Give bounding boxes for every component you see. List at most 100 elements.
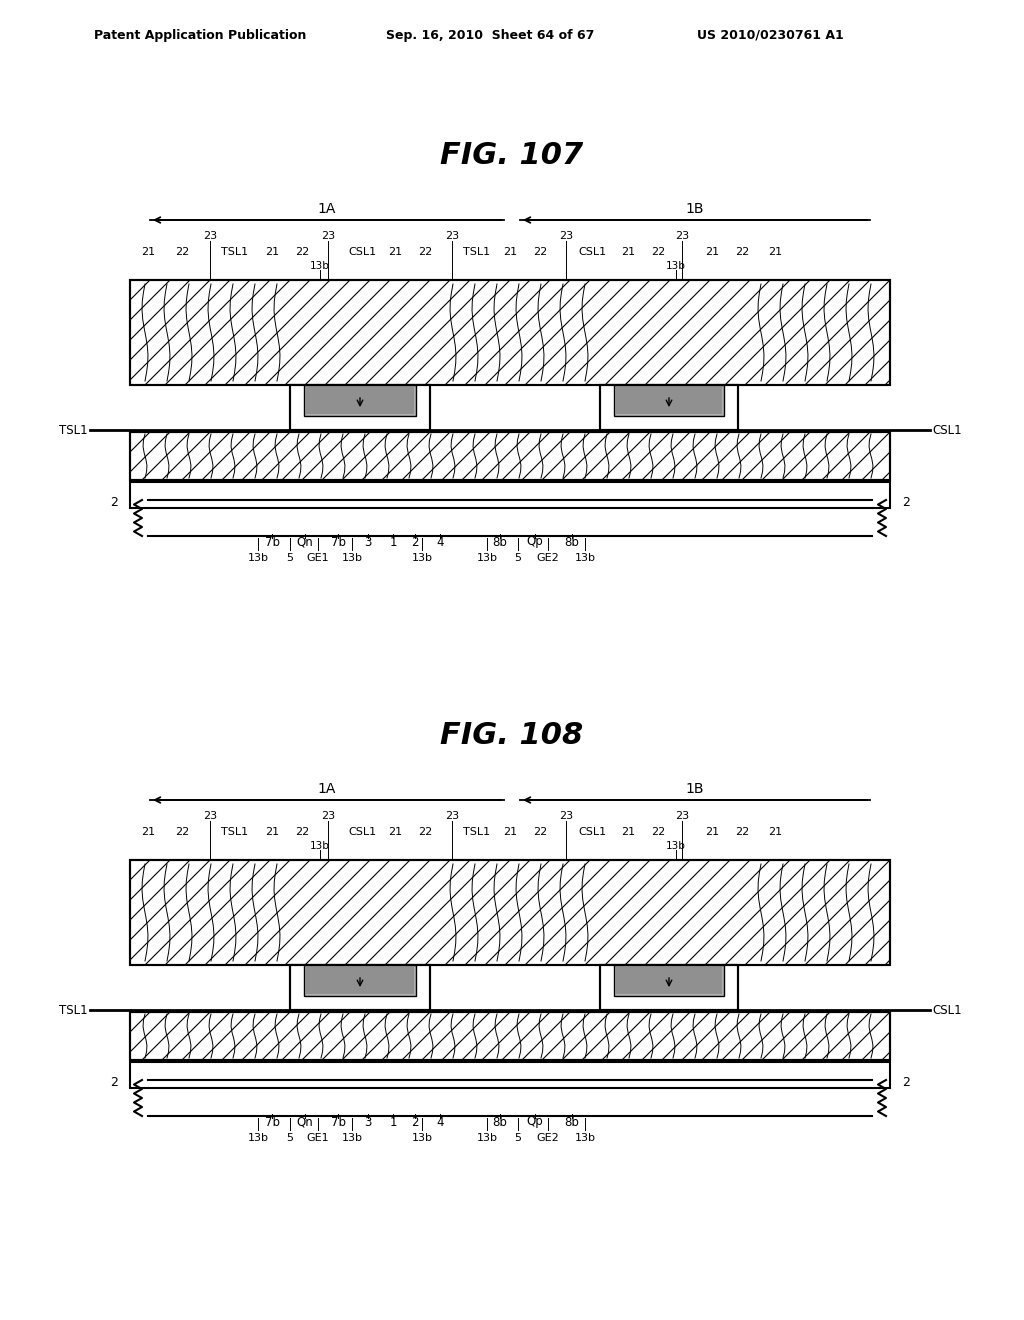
Text: 13b: 13b (412, 1133, 432, 1143)
Text: 7b: 7b (331, 536, 345, 549)
Text: 1B: 1B (686, 202, 705, 216)
Text: GE2: GE2 (537, 553, 559, 564)
Text: 13b: 13b (574, 1133, 596, 1143)
Text: 23: 23 (321, 810, 335, 821)
Bar (130, 280, 890, 385)
Text: 7b: 7b (264, 1115, 280, 1129)
Text: 22: 22 (175, 247, 189, 257)
Text: GE1: GE1 (306, 1133, 330, 1143)
Text: Sep. 16, 2010  Sheet 64 of 67: Sep. 16, 2010 Sheet 64 of 67 (386, 29, 594, 41)
Text: 3: 3 (365, 536, 372, 549)
Text: 1: 1 (389, 1115, 396, 1129)
Text: 2: 2 (412, 1115, 419, 1129)
Bar (290, 965, 430, 1010)
Text: 4: 4 (436, 536, 443, 549)
Bar (130, 861, 890, 965)
Text: 2: 2 (111, 1076, 118, 1089)
Text: 7b: 7b (331, 1115, 345, 1129)
Text: CSL1: CSL1 (578, 828, 606, 837)
Text: Qn: Qn (297, 536, 313, 549)
Text: 2: 2 (111, 495, 118, 508)
Text: TSL1: TSL1 (221, 247, 249, 257)
Text: 23: 23 (203, 231, 217, 242)
Text: 23: 23 (445, 231, 459, 242)
Bar (130, 1012, 890, 1060)
Text: CSL1: CSL1 (348, 247, 376, 257)
Text: 23: 23 (675, 810, 689, 821)
Text: 13b: 13b (666, 261, 686, 271)
Text: 1B: 1B (686, 781, 705, 796)
Bar (130, 432, 890, 480)
Bar (130, 1063, 890, 1088)
Text: 21: 21 (621, 247, 635, 257)
Text: 22: 22 (418, 247, 432, 257)
Bar (130, 280, 890, 385)
Bar (600, 385, 738, 430)
Text: 13b: 13b (341, 553, 362, 564)
Text: 13b: 13b (412, 553, 432, 564)
Text: 13b: 13b (310, 261, 330, 271)
Bar (290, 385, 430, 430)
Text: 21: 21 (388, 828, 402, 837)
Bar (130, 861, 890, 965)
Text: 23: 23 (203, 810, 217, 821)
Bar (130, 1012, 890, 1060)
Text: FIG. 108: FIG. 108 (440, 721, 584, 750)
Bar (130, 432, 890, 480)
Bar (616, 968, 722, 994)
Text: 5: 5 (287, 1133, 294, 1143)
Text: 13b: 13b (574, 553, 596, 564)
Text: 21: 21 (503, 247, 517, 257)
Text: 8b: 8b (564, 536, 580, 549)
Text: 23: 23 (445, 810, 459, 821)
Bar (614, 965, 724, 997)
Text: 7b: 7b (264, 536, 280, 549)
Text: 21: 21 (705, 828, 719, 837)
Bar (290, 965, 430, 1010)
Text: 1: 1 (389, 536, 396, 549)
Text: 22: 22 (532, 247, 547, 257)
Text: 13b: 13b (248, 1133, 268, 1143)
Text: 5: 5 (287, 553, 294, 564)
Text: 22: 22 (295, 247, 309, 257)
Text: 21: 21 (265, 828, 280, 837)
Text: US 2010/0230761 A1: US 2010/0230761 A1 (696, 29, 844, 41)
Text: 22: 22 (532, 828, 547, 837)
Text: 23: 23 (675, 231, 689, 242)
Bar (600, 965, 738, 1010)
Text: CSL1: CSL1 (578, 247, 606, 257)
Text: 21: 21 (265, 247, 280, 257)
Text: 13b: 13b (666, 841, 686, 851)
Text: 23: 23 (559, 231, 573, 242)
Text: 8b: 8b (493, 536, 508, 549)
Text: 13b: 13b (476, 553, 498, 564)
Text: 13b: 13b (310, 841, 330, 851)
Text: 2: 2 (902, 1076, 910, 1089)
Text: 21: 21 (141, 247, 155, 257)
Text: Qp: Qp (526, 536, 544, 549)
Text: 22: 22 (651, 828, 666, 837)
Text: 2: 2 (412, 536, 419, 549)
Text: 21: 21 (705, 247, 719, 257)
Text: 21: 21 (388, 247, 402, 257)
Text: FIG. 107: FIG. 107 (440, 140, 584, 169)
Text: 22: 22 (735, 828, 750, 837)
Text: 21: 21 (768, 828, 782, 837)
Text: TSL1: TSL1 (221, 828, 249, 837)
Text: Qp: Qp (526, 1115, 544, 1129)
Text: 13b: 13b (248, 553, 268, 564)
Text: TSL1: TSL1 (59, 1003, 88, 1016)
Text: 21: 21 (503, 828, 517, 837)
Bar (614, 385, 724, 416)
Text: 1A: 1A (317, 202, 336, 216)
Bar (290, 385, 430, 430)
Text: TSL1: TSL1 (464, 247, 490, 257)
Text: 13b: 13b (341, 1133, 362, 1143)
Text: GE1: GE1 (306, 553, 330, 564)
Bar (130, 482, 890, 508)
Text: 22: 22 (651, 247, 666, 257)
Text: 21: 21 (141, 828, 155, 837)
Text: 5: 5 (514, 1133, 521, 1143)
Text: 5: 5 (514, 553, 521, 564)
Text: 22: 22 (735, 247, 750, 257)
